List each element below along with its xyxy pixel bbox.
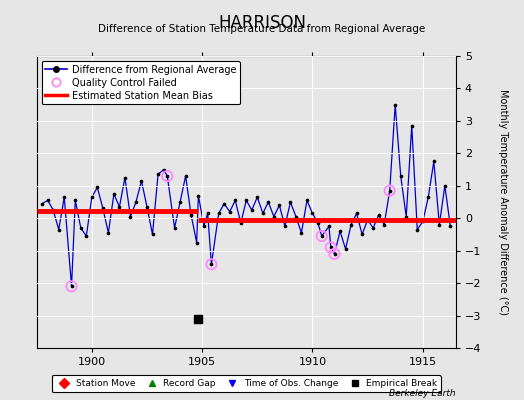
- Point: [99, 205, 107, 212]
- Point: [330, 251, 339, 257]
- Point: [286, 199, 294, 205]
- Point: [38, 200, 47, 207]
- Point: [126, 214, 135, 220]
- Point: [318, 233, 326, 239]
- Point: [88, 194, 96, 200]
- Point: [391, 102, 399, 108]
- Point: [364, 217, 372, 223]
- Point: [200, 223, 208, 230]
- Point: [60, 194, 69, 200]
- Point: [154, 171, 162, 178]
- Point: [446, 223, 454, 230]
- Point: [264, 199, 272, 205]
- Point: [292, 214, 300, 220]
- Point: [336, 228, 344, 234]
- Point: [110, 191, 118, 197]
- Point: [369, 225, 377, 231]
- Point: [380, 222, 388, 228]
- Point: [347, 222, 355, 228]
- Point: [259, 210, 267, 216]
- Point: [77, 225, 85, 231]
- Point: [358, 231, 366, 238]
- Point: [430, 158, 438, 165]
- Point: [54, 226, 63, 233]
- Point: [402, 214, 410, 220]
- Point: [326, 244, 335, 251]
- Point: [82, 233, 91, 239]
- Point: [115, 204, 124, 210]
- Point: [194, 316, 203, 322]
- Point: [137, 178, 146, 184]
- Point: [386, 188, 394, 194]
- Point: [386, 188, 394, 194]
- Point: [275, 202, 283, 208]
- Point: [207, 261, 215, 268]
- Point: [424, 194, 432, 200]
- Point: [330, 251, 339, 257]
- Point: [187, 212, 195, 218]
- Point: [93, 184, 102, 191]
- Point: [176, 199, 184, 205]
- Point: [419, 218, 427, 225]
- Point: [303, 197, 311, 204]
- Text: Berkeley Earth: Berkeley Earth: [389, 389, 456, 398]
- Point: [375, 212, 383, 218]
- Point: [231, 197, 239, 204]
- Point: [68, 283, 76, 290]
- Point: [270, 214, 278, 220]
- Point: [435, 222, 443, 228]
- Point: [281, 223, 289, 230]
- Point: [203, 210, 212, 216]
- Point: [43, 197, 52, 204]
- Point: [253, 194, 261, 200]
- Point: [297, 230, 305, 236]
- Point: [159, 166, 168, 173]
- Point: [194, 192, 203, 199]
- Point: [181, 173, 190, 179]
- Legend: Station Move, Record Gap, Time of Obs. Change, Empirical Break: Station Move, Record Gap, Time of Obs. C…: [51, 376, 441, 392]
- Point: [220, 200, 228, 207]
- Point: [49, 207, 58, 213]
- Point: [236, 220, 245, 226]
- Point: [163, 173, 171, 179]
- Point: [132, 199, 140, 205]
- Point: [170, 225, 179, 231]
- Point: [326, 244, 335, 251]
- Point: [148, 231, 157, 238]
- Text: HARRISON: HARRISON: [218, 14, 306, 32]
- Point: [121, 174, 129, 181]
- Point: [341, 246, 350, 252]
- Point: [248, 207, 256, 213]
- Point: [68, 283, 76, 290]
- Point: [413, 226, 421, 233]
- Point: [318, 233, 326, 239]
- Point: [441, 182, 449, 189]
- Point: [192, 239, 201, 246]
- Text: Difference of Station Temperature Data from Regional Average: Difference of Station Temperature Data f…: [99, 24, 425, 34]
- Point: [408, 122, 416, 129]
- Point: [104, 230, 113, 236]
- Point: [143, 204, 151, 210]
- Point: [71, 197, 80, 204]
- Point: [353, 210, 361, 216]
- Point: [163, 173, 171, 179]
- Point: [325, 223, 333, 230]
- Point: [225, 208, 234, 215]
- Point: [207, 261, 215, 268]
- Point: [397, 173, 405, 179]
- Point: [314, 220, 322, 226]
- Point: [308, 210, 316, 216]
- Point: [242, 197, 250, 204]
- Point: [214, 210, 223, 216]
- Y-axis label: Monthly Temperature Anomaly Difference (°C): Monthly Temperature Anomaly Difference (…: [498, 89, 508, 315]
